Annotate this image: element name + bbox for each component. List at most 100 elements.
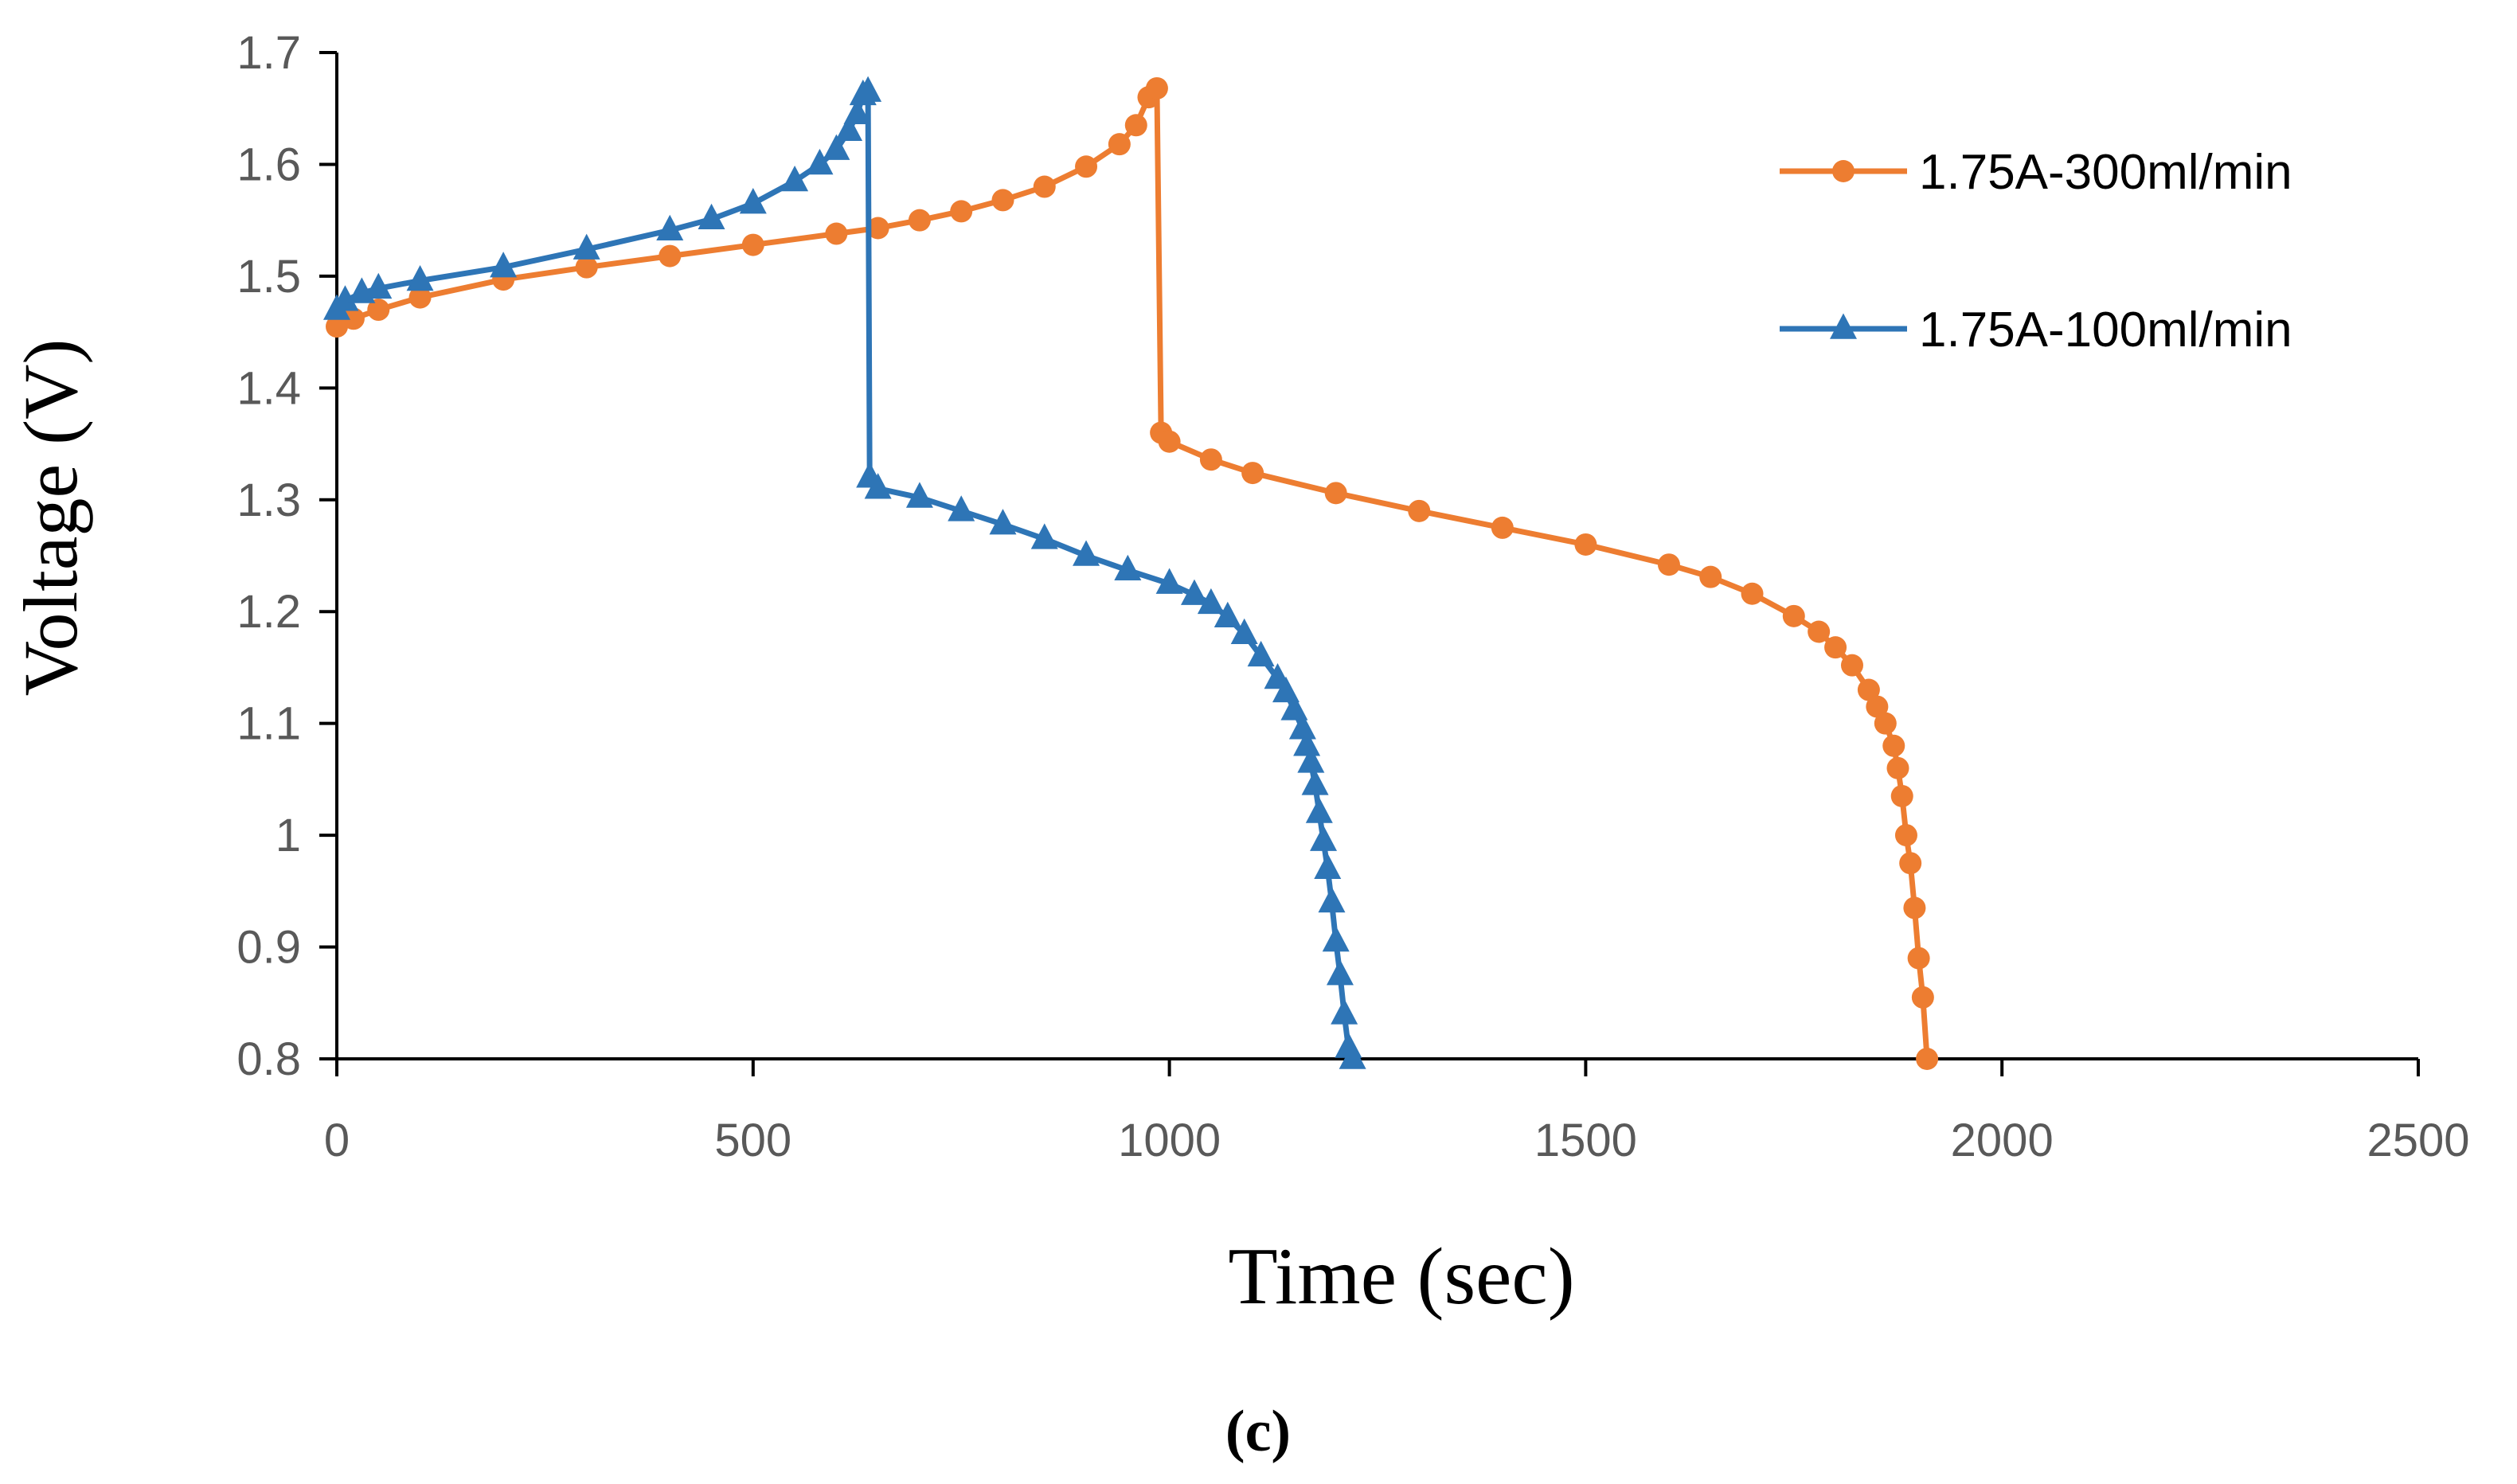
data-point [866, 217, 889, 240]
legend-label: 1.75A-300ml/min [1919, 145, 2292, 200]
data-point [367, 299, 390, 322]
y-tick-label: 0.8 [236, 1033, 301, 1085]
y-tick-label: 1.5 [236, 251, 301, 303]
data-point [1214, 601, 1241, 627]
data-point [573, 233, 600, 260]
data-point [1180, 579, 1208, 605]
data-point [739, 188, 767, 214]
data-point [806, 148, 834, 175]
x-axis-title: Time (sec) [1228, 1232, 1574, 1322]
data-point [1840, 654, 1863, 677]
data-point [1318, 886, 1346, 913]
data-point [854, 76, 882, 102]
data-point [1916, 1048, 1939, 1070]
data-point [1301, 769, 1329, 795]
data-point [406, 264, 434, 291]
data-point [950, 200, 973, 223]
data-point [989, 509, 1017, 535]
y-tick-label: 1 [276, 810, 301, 861]
data-point [1899, 852, 1922, 875]
data-point [1657, 553, 1680, 576]
data-point [490, 252, 518, 278]
data-point [326, 315, 348, 338]
data-point [1124, 114, 1147, 137]
data-point [575, 256, 598, 279]
data-point [1890, 784, 1913, 807]
data-point [991, 189, 1014, 212]
data-point [342, 307, 365, 330]
x-tick-label: 0 [324, 1115, 350, 1166]
data-point [1114, 554, 1142, 581]
data-point [1155, 568, 1183, 594]
data-point [1305, 797, 1333, 823]
x-tick-label: 2500 [2367, 1115, 2469, 1166]
x-tick-label: 1000 [1118, 1115, 1221, 1166]
legend-entry: 1.75A-300ml/min [1780, 145, 2292, 200]
legend-marker [1832, 160, 1855, 182]
y-tick-label: 1.6 [236, 139, 301, 190]
data-point [1911, 986, 1934, 1009]
data-point [1907, 947, 1930, 970]
y-tick-label: 1.1 [236, 698, 301, 750]
data-point [1866, 695, 1889, 718]
y-tick-label: 1.2 [236, 586, 301, 638]
figure-caption: (c) [1225, 1399, 1291, 1464]
data-point [1247, 640, 1275, 667]
x-tick-label: 1500 [1534, 1115, 1637, 1166]
data-point [1033, 175, 1056, 198]
series-line [335, 85, 1930, 1060]
data-point [1882, 734, 1905, 757]
data-point [1297, 747, 1325, 773]
data-point [1272, 676, 1300, 703]
data-point [1324, 482, 1347, 505]
data-point [1491, 516, 1514, 539]
data-point [1293, 730, 1321, 756]
data-point [1197, 588, 1225, 615]
data-point [1314, 853, 1342, 879]
data-point [1874, 712, 1897, 735]
data-point [905, 482, 933, 508]
series-2 [323, 76, 1366, 1069]
data-point [1857, 678, 1880, 701]
data-point [1075, 155, 1098, 178]
y-axis-title: Voltage (V) [8, 339, 93, 697]
data-point [1199, 448, 1222, 471]
x-tick-label: 2000 [1951, 1115, 2054, 1166]
data-point [1073, 540, 1100, 566]
data-point [1310, 825, 1338, 851]
legend-marker [1830, 313, 1857, 339]
data-point [948, 495, 975, 521]
data-point [365, 272, 393, 299]
data-point [741, 233, 764, 256]
y-tick-label: 1.3 [236, 474, 301, 526]
data-point [823, 134, 850, 160]
y-tick-label: 0.9 [236, 922, 301, 974]
data-point [1741, 582, 1764, 605]
data-point [1886, 756, 1909, 779]
data-point [843, 98, 871, 124]
data-point [908, 209, 931, 232]
data-point [1230, 618, 1258, 645]
data-point [1158, 430, 1181, 453]
data-point [1030, 523, 1058, 549]
data-point [659, 244, 682, 268]
data-point [1241, 462, 1264, 485]
legend-entry: 1.75A-100ml/min [1780, 303, 2292, 357]
data-point [1145, 76, 1168, 100]
data-point [408, 286, 432, 309]
data-point [1903, 896, 1926, 920]
y-tick-label: 1.7 [236, 27, 301, 79]
data-point [331, 285, 359, 311]
data-point [1331, 998, 1358, 1025]
data-point [864, 473, 892, 499]
data-point [1574, 533, 1597, 556]
data-point [1339, 1043, 1366, 1069]
data-point [1288, 713, 1316, 740]
data-point [1322, 925, 1350, 952]
y-tick-label: 1.4 [236, 362, 301, 414]
data-point [1408, 499, 1431, 522]
data-point [1782, 604, 1805, 627]
legend-label: 1.75A-100ml/min [1919, 303, 2292, 357]
